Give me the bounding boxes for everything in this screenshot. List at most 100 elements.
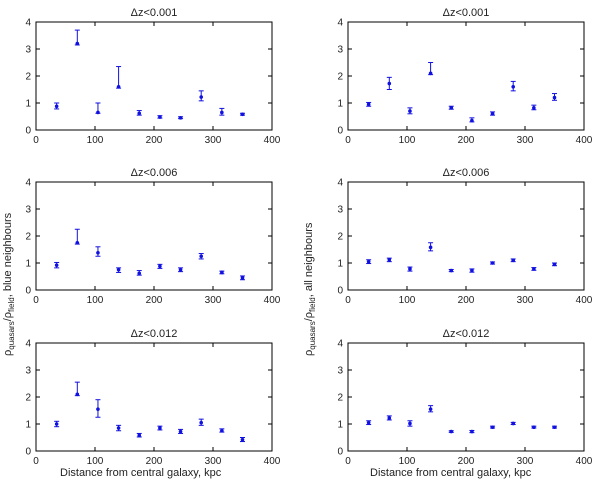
- y-tick-label: 1: [25, 420, 31, 431]
- y-tick-label: 0: [25, 286, 31, 297]
- y-tick-label: 0: [337, 286, 343, 297]
- point-marker: [96, 250, 100, 255]
- y-tick-label: 4: [25, 339, 31, 350]
- x-tick-label: 100: [399, 456, 416, 467]
- y-tick-label: 4: [337, 339, 343, 350]
- point-marker: [137, 111, 142, 116]
- x-tick-label: 0: [345, 456, 351, 467]
- x-tick-label: 100: [399, 135, 416, 146]
- y-tick-label: 3: [337, 45, 343, 56]
- panel-title: Δz<0.006: [131, 167, 178, 179]
- point-marker: [387, 257, 392, 262]
- point-marker: [178, 116, 183, 120]
- data-point: [448, 105, 454, 110]
- point-marker: [75, 240, 80, 245]
- point-marker: [116, 267, 121, 272]
- x-tick-label: 200: [146, 295, 163, 306]
- x-tick-label: 200: [458, 295, 475, 306]
- panel-title: Δz<0.006: [443, 167, 490, 179]
- y-tick-label: 0: [337, 126, 343, 137]
- data-point: [469, 429, 475, 434]
- x-tick-label: 300: [205, 135, 222, 146]
- data-point: [136, 110, 142, 116]
- plot-frame: [35, 342, 273, 452]
- data-point: [95, 102, 101, 115]
- point-marker: [449, 429, 454, 434]
- y-tick-label: 4: [25, 178, 31, 189]
- point-marker: [116, 426, 121, 430]
- point-marker: [75, 41, 80, 46]
- data-point: [178, 428, 184, 434]
- data-point: [95, 399, 101, 418]
- data-point: [552, 93, 557, 101]
- data-point: [178, 267, 184, 273]
- data-point: [240, 437, 245, 443]
- point-marker: [387, 416, 392, 420]
- y-tick-label: 1: [25, 259, 31, 270]
- data-point: [116, 267, 122, 273]
- panel-6: Δz<0.012 0 100 200 300 400 0 1 2 3 4: [337, 328, 592, 467]
- data-point: [428, 405, 434, 413]
- data-point: [178, 116, 184, 120]
- y-axis-label-left: ρquasars/ρfield, blue neighbours: [2, 213, 16, 356]
- point-marker: [408, 267, 412, 271]
- x-tick-label: 200: [458, 456, 475, 467]
- data-point: [448, 429, 454, 434]
- point-marker: [470, 429, 474, 434]
- y-tick-label: 2: [25, 393, 31, 404]
- x-tick-label: 400: [264, 456, 281, 467]
- y-tick-label: 2: [337, 232, 343, 243]
- data-point: [531, 425, 537, 430]
- data-point: [366, 101, 372, 107]
- data-point: [366, 420, 372, 426]
- data-point: [74, 381, 80, 397]
- data-point: [366, 259, 372, 265]
- data-point: [531, 104, 537, 111]
- y-tick-label: 4: [337, 18, 343, 29]
- data-point: [240, 275, 245, 281]
- x-tick-label: 300: [205, 295, 222, 306]
- panel-title: Δz<0.012: [443, 328, 490, 340]
- y-tick-label: 2: [25, 72, 31, 83]
- x-axis-label-right: Distance from central galaxy, kpc: [370, 467, 532, 479]
- y-label-tail: , blue neighbours: [2, 212, 14, 298]
- point-marker: [178, 267, 183, 272]
- panel-title: Δz<0.012: [131, 328, 178, 340]
- x-tick-label: 0: [345, 295, 351, 306]
- point-marker: [428, 71, 433, 76]
- data-point: [116, 424, 122, 432]
- y-label-sub-field: field: [308, 297, 318, 312]
- point-marker: [366, 259, 371, 264]
- plot-frame: [35, 21, 273, 131]
- point-marker: [199, 254, 203, 259]
- point-marker: [470, 118, 474, 123]
- y-label-rho: ρ: [2, 349, 14, 356]
- point-marker: [220, 428, 224, 433]
- point-marker: [240, 276, 245, 280]
- point-marker: [387, 81, 392, 86]
- x-tick-label: 0: [33, 135, 39, 146]
- y-tick-label: 3: [337, 205, 343, 216]
- y-tick-label: 4: [337, 178, 343, 189]
- data-point: [54, 420, 60, 428]
- point-marker: [366, 102, 371, 107]
- data-point: [407, 420, 413, 427]
- point-marker: [199, 420, 203, 425]
- point-marker: [428, 245, 433, 250]
- plot-frame: [347, 342, 585, 452]
- point-marker: [96, 110, 100, 115]
- y-tick-label: 0: [337, 447, 343, 458]
- x-tick-label: 0: [33, 456, 39, 467]
- data-point: [386, 415, 392, 421]
- data-point: [116, 66, 122, 89]
- point-marker: [449, 106, 454, 110]
- x-tick-label: 200: [146, 135, 163, 146]
- y-tick-label: 4: [25, 18, 31, 29]
- point-marker: [199, 95, 203, 99]
- data-point: [136, 432, 142, 438]
- data-point: [157, 263, 163, 269]
- x-tick-label: 300: [517, 135, 534, 146]
- panel-title: Δz<0.001: [443, 7, 490, 19]
- panel-1: Δz<0.001 0 100 200 300 400 0 1 2 3 4: [25, 7, 280, 146]
- point-marker: [158, 264, 162, 269]
